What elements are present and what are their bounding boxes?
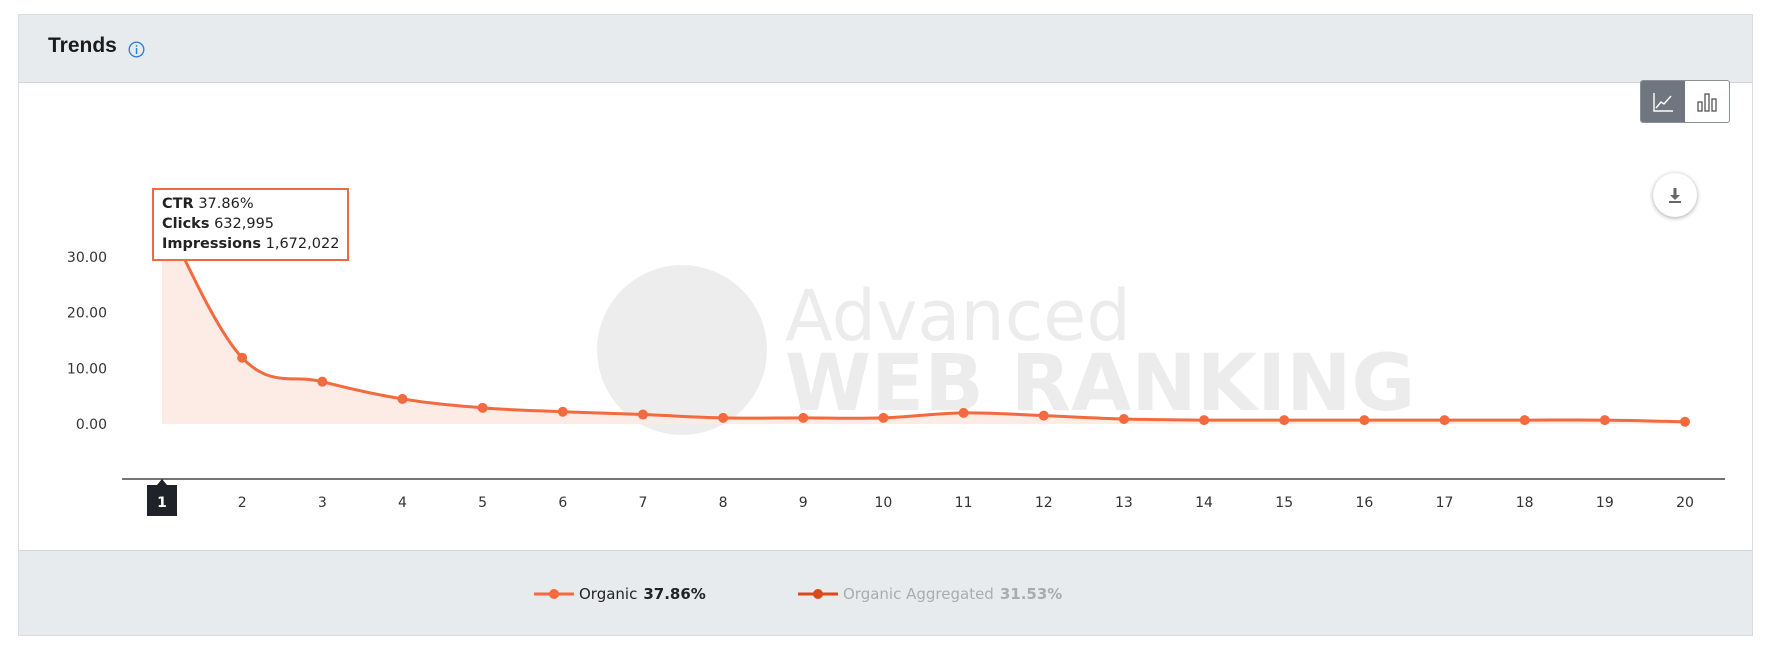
watermark: Advanced WEB RANKING (597, 265, 1415, 435)
x-tick-label: 16 (1355, 495, 1373, 511)
x-tick-label: 1 (157, 495, 167, 511)
x-tick-label: 7 (638, 495, 647, 511)
y-tick-label: 30.00 (67, 250, 107, 266)
tooltip-ctr-label: CTR (162, 196, 194, 212)
bar-chart-toggle-button[interactable] (1685, 81, 1729, 122)
line-chart-icon (1653, 92, 1673, 112)
x-tick-label: 12 (1035, 495, 1053, 511)
legend-value: 37.86% (643, 585, 706, 603)
tooltip-clicks-label: Clicks (162, 216, 210, 232)
data-point[interactable] (1199, 415, 1210, 426)
data-point[interactable] (237, 352, 248, 363)
x-tick-label: 8 (719, 495, 728, 511)
x-tick-label: 2 (238, 495, 247, 511)
data-point[interactable] (397, 393, 408, 404)
download-icon (1669, 188, 1681, 203)
chart-type-toggle (1640, 80, 1730, 123)
data-point[interactable] (1439, 415, 1450, 426)
data-point[interactable] (958, 407, 969, 418)
series-line (160, 212, 1686, 424)
x-tick-label: 20 (1676, 495, 1694, 511)
data-point[interactable] (1599, 415, 1610, 426)
data-point[interactable] (878, 412, 889, 423)
panel-header: Trends (19, 15, 1752, 83)
info-circle-icon[interactable] (128, 41, 145, 58)
series-area (162, 213, 1685, 424)
y-tick-label: 0.00 (76, 417, 107, 433)
line-chart-toggle-button[interactable] (1641, 81, 1685, 122)
tooltip-impressions-label: Impressions (162, 236, 262, 252)
data-point[interactable] (637, 409, 648, 420)
x-tick-label: 3 (318, 495, 327, 511)
legend-line-marker (798, 589, 838, 599)
legend-label: Organic (579, 585, 638, 603)
tooltip-ctr-value: 37.86% (198, 196, 254, 212)
bar-chart-icon (1697, 92, 1717, 112)
x-tick-label: 11 (955, 495, 973, 511)
x-tick-label: 10 (875, 495, 893, 511)
data-point[interactable] (477, 402, 488, 413)
x-tick-label: 17 (1436, 495, 1454, 511)
legend-label: Organic Aggregated (843, 585, 994, 603)
y-tick-label: 10.00 (67, 361, 107, 377)
trends-panel: Trends Organic 37.86% Organic Aggregated… (18, 14, 1753, 636)
data-point[interactable] (1519, 415, 1530, 426)
data-point[interactable] (1680, 416, 1690, 427)
x-tick-label: 18 (1516, 495, 1534, 511)
legend-item-organic[interactable]: Organic 37.86% (533, 585, 706, 603)
x-tick-label: 13 (1115, 495, 1133, 511)
legend-value: 31.53% (999, 585, 1063, 603)
download-button[interactable] (1653, 173, 1697, 217)
panel-title: Trends (48, 34, 117, 57)
x-tick-label: 9 (799, 495, 808, 511)
series-organic (154, 205, 1690, 427)
data-point[interactable] (718, 412, 729, 423)
data-point[interactable] (1279, 415, 1290, 426)
x-tick-label: 15 (1275, 495, 1293, 511)
data-tooltip: CTR 37.86% Clicks 632,995 Impressions 1,… (152, 188, 350, 261)
x-tick-label: 19 (1596, 495, 1614, 511)
data-point[interactable] (1038, 410, 1049, 421)
x-tick-label: 6 (558, 495, 567, 511)
x-tick-highlight (147, 479, 177, 516)
x-axis: 1 2 3 4 5 6 7 8 9 10 11 12 13 14 15 16 17 18 19 20 (122, 478, 1725, 516)
data-point[interactable] (798, 412, 809, 423)
x-tick-label: 5 (478, 495, 487, 511)
chart-legend: Organic 37.86% Organic Aggregated 31.53% (19, 550, 1752, 635)
tooltip-impressions-value: 1,672,022 (265, 236, 340, 252)
x-tick-label: 4 (398, 495, 407, 511)
y-axis: 30.00 20.00 10.00 0.00 (67, 250, 107, 433)
legend-item-organic-aggregated[interactable]: Organic Aggregated 31.53% (797, 585, 1062, 603)
watermark-line1: Advanced (785, 275, 1131, 357)
legend-line-marker (534, 589, 574, 599)
data-point[interactable] (1118, 413, 1129, 424)
data-point[interactable] (1359, 415, 1370, 426)
tooltip-clicks-value: 632,995 (214, 216, 275, 232)
data-point[interactable] (557, 406, 568, 417)
data-point[interactable] (317, 376, 328, 387)
x-tick-label: 14 (1195, 495, 1213, 511)
watermark-line2: WEB RANKING (785, 339, 1415, 429)
y-tick-label: 20.00 (67, 306, 107, 322)
